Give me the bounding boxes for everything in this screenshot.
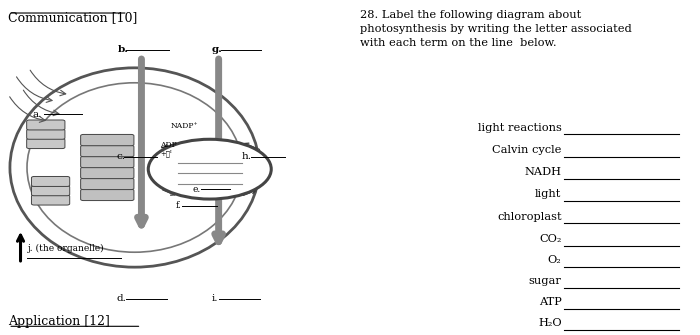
- Text: sugar: sugar: [528, 276, 561, 286]
- FancyBboxPatch shape: [228, 148, 260, 158]
- Text: H₂O: H₂O: [538, 318, 561, 328]
- Text: chloroplast: chloroplast: [497, 212, 561, 222]
- Text: c.: c.: [116, 152, 125, 161]
- FancyBboxPatch shape: [80, 134, 134, 146]
- FancyBboxPatch shape: [228, 158, 260, 168]
- FancyBboxPatch shape: [80, 156, 134, 168]
- FancyBboxPatch shape: [80, 168, 134, 179]
- Text: h.: h.: [242, 152, 252, 161]
- FancyBboxPatch shape: [80, 145, 134, 157]
- Text: e.: e.: [193, 185, 201, 194]
- FancyBboxPatch shape: [32, 195, 70, 205]
- Text: Communication [10]: Communication [10]: [8, 11, 138, 24]
- Ellipse shape: [10, 68, 259, 267]
- Text: f.: f.: [176, 201, 181, 210]
- Text: NADH: NADH: [524, 167, 561, 177]
- Text: d.: d.: [116, 294, 126, 303]
- Text: Calvin cycle: Calvin cycle: [492, 145, 561, 155]
- Text: +ⓟᴵ: +ⓟᴵ: [160, 149, 172, 157]
- Text: 28. Label the following diagram about
photosynthesis by writing the letter assoc: 28. Label the following diagram about ph…: [360, 10, 632, 49]
- Text: light reactions: light reactions: [477, 123, 561, 133]
- Text: i.: i.: [212, 294, 218, 303]
- FancyBboxPatch shape: [228, 167, 260, 177]
- Text: ADP: ADP: [160, 141, 176, 149]
- Text: ATP: ATP: [539, 297, 561, 307]
- Text: g.: g.: [212, 45, 223, 54]
- FancyBboxPatch shape: [27, 129, 65, 139]
- Text: a.: a.: [32, 110, 41, 119]
- FancyBboxPatch shape: [80, 189, 134, 201]
- Circle shape: [148, 139, 271, 199]
- Ellipse shape: [27, 83, 242, 252]
- Text: j. (the organelle): j. (the organelle): [27, 244, 104, 254]
- Text: b.: b.: [118, 45, 129, 54]
- FancyBboxPatch shape: [27, 120, 65, 130]
- FancyBboxPatch shape: [228, 177, 260, 187]
- Text: NADP⁺: NADP⁺: [171, 122, 198, 130]
- Text: O₂: O₂: [548, 255, 561, 265]
- Text: Application [12]: Application [12]: [8, 315, 110, 328]
- Text: CO₂: CO₂: [539, 234, 561, 244]
- FancyBboxPatch shape: [27, 139, 65, 148]
- FancyBboxPatch shape: [32, 186, 70, 196]
- FancyBboxPatch shape: [80, 178, 134, 190]
- FancyBboxPatch shape: [32, 177, 70, 187]
- Text: light: light: [536, 189, 561, 199]
